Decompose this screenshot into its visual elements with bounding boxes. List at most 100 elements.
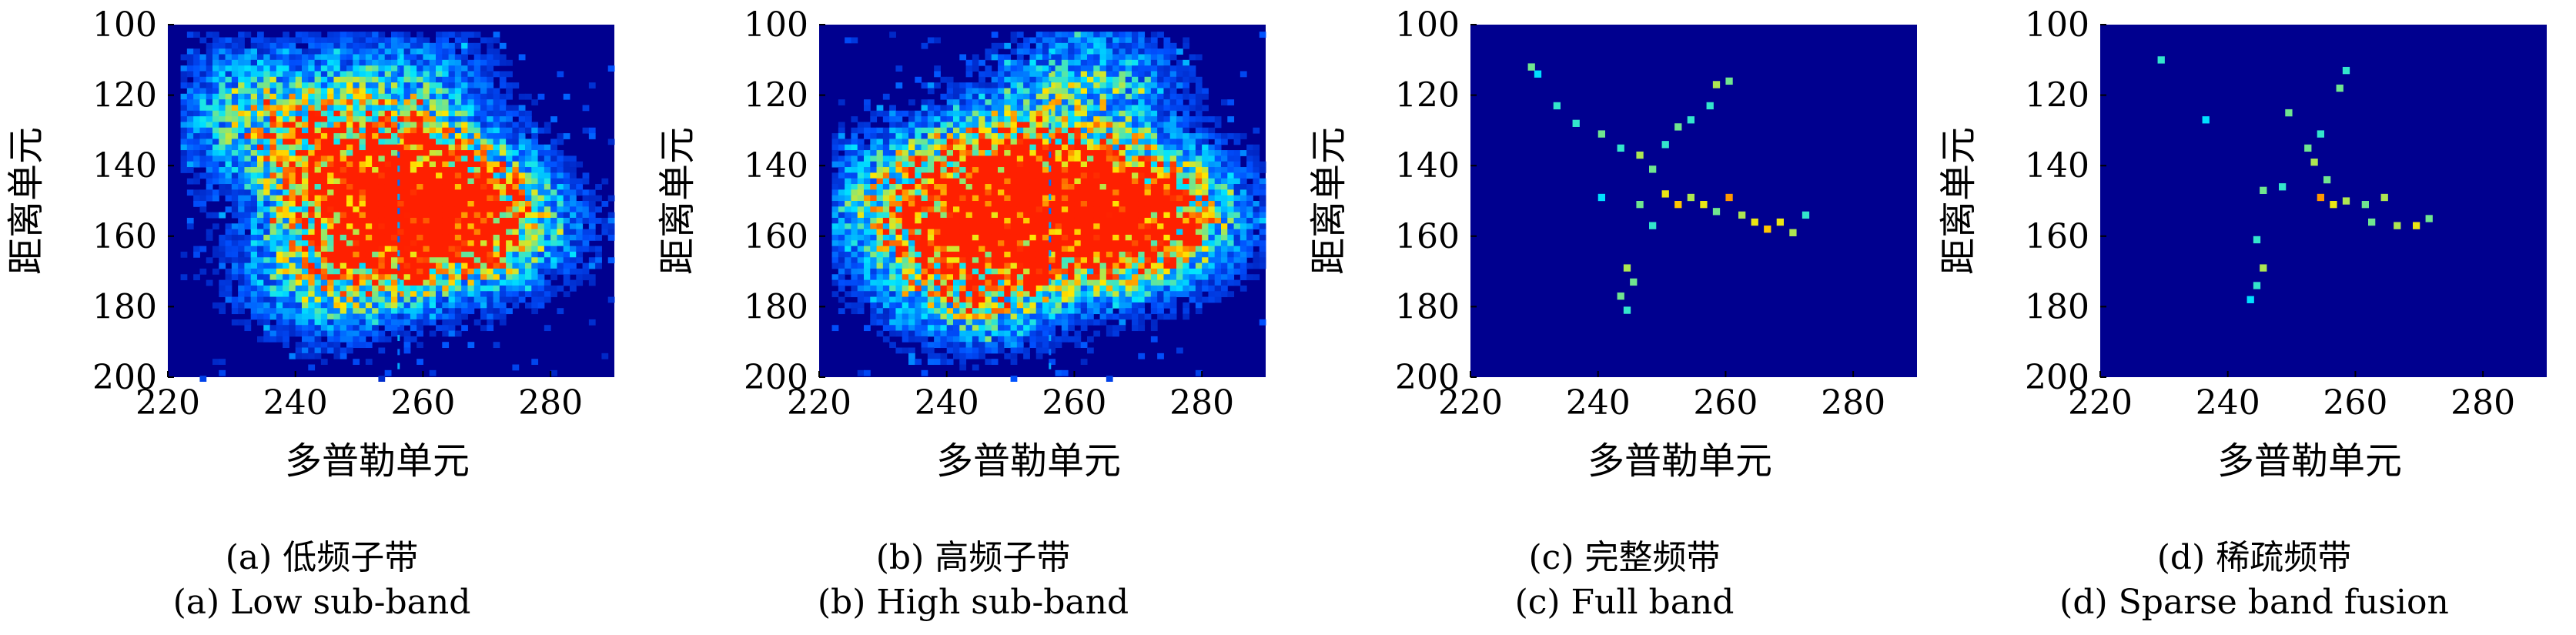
heatmap-cell — [915, 257, 922, 264]
heatmap-cell — [915, 150, 922, 156]
heatmap-cell — [1004, 279, 1012, 286]
heatmap-cell — [838, 127, 845, 134]
heatmap-cell — [193, 122, 200, 129]
heatmap-cell — [314, 234, 322, 241]
heatmap-cell — [537, 212, 545, 219]
heatmap-cell — [244, 302, 252, 309]
heatmap-cell — [1055, 308, 1062, 315]
heatmap-cell — [1016, 155, 1024, 162]
heatmap-cell — [857, 167, 865, 173]
heatmap-cell — [965, 99, 973, 105]
heatmap-cell — [454, 127, 462, 134]
heatmap-cell — [537, 161, 545, 168]
heatmap-cell — [1055, 178, 1062, 185]
heatmap-cell — [320, 342, 328, 349]
heatmap-cell — [302, 302, 309, 309]
heatmap-cell — [499, 42, 507, 49]
heatmap-cell — [934, 110, 941, 117]
heatmap-cell — [436, 246, 443, 252]
heatmap-cell — [499, 59, 507, 66]
heatmap-cell — [1035, 223, 1043, 230]
heatmap-cell — [902, 291, 909, 298]
heatmap-cell — [908, 155, 915, 162]
heatmap-cell — [499, 71, 507, 78]
heatmap-cell — [359, 42, 366, 49]
heatmap-cell — [959, 161, 967, 168]
heatmap-cell — [461, 116, 468, 122]
heatmap-cell — [467, 144, 475, 151]
heatmap-cell — [454, 296, 462, 303]
heatmap-cell — [1074, 76, 1082, 83]
heatmap-cell — [831, 161, 839, 168]
heatmap-cell — [384, 76, 392, 83]
heatmap-cell — [487, 155, 494, 162]
heatmap-cell — [442, 76, 450, 83]
heatmap-cell — [397, 144, 405, 151]
heatmap-cell — [225, 167, 233, 173]
heatmap-cell — [186, 144, 194, 151]
heatmap-cell — [915, 285, 922, 292]
heatmap-cell — [979, 82, 985, 89]
heatmap-cell — [1061, 127, 1069, 134]
heatmap-cell — [979, 178, 985, 185]
heatmap-cell — [1074, 71, 1082, 78]
heatmap-cell — [857, 212, 865, 219]
heatmap-cell — [327, 302, 334, 309]
heatmap-cell — [506, 240, 513, 247]
heatmap-cell — [506, 246, 513, 252]
heatmap-cell — [410, 71, 417, 78]
heatmap-cell — [1055, 268, 1062, 275]
heatmap-cell — [1023, 48, 1030, 55]
heatmap-cell — [314, 54, 322, 61]
heatmap-cell — [263, 291, 271, 298]
heatmap-cell — [518, 291, 526, 298]
heatmap-cell — [940, 240, 948, 247]
heatmap-cell — [353, 32, 360, 38]
heatmap-cell — [1023, 246, 1030, 252]
heatmap-cell — [410, 308, 417, 315]
heatmap-cell — [1061, 201, 1069, 207]
heatmap-cell — [953, 184, 960, 190]
heatmap-cell — [417, 122, 423, 129]
heatmap-cell — [927, 110, 935, 117]
heatmap-cell — [1035, 234, 1043, 241]
heatmap-cell — [320, 99, 328, 105]
heatmap-cell — [991, 71, 999, 78]
heatmap-cell — [1061, 251, 1069, 258]
heatmap-cell — [454, 32, 462, 38]
heatmap-cell — [308, 217, 316, 224]
heatmap-cell — [461, 82, 468, 89]
heatmap-cell — [302, 178, 309, 185]
heatmap-cell — [461, 302, 468, 309]
heatmap-cell — [934, 155, 941, 162]
heatmap-cell — [557, 195, 564, 202]
heatmap-cell — [998, 184, 1005, 190]
heatmap-cell — [525, 234, 532, 241]
heatmap-cell — [454, 105, 462, 112]
heatmap-cell — [429, 302, 437, 309]
heatmap-cell — [327, 308, 334, 315]
heatmap-cell — [1004, 150, 1012, 156]
heatmap-cell — [340, 48, 347, 55]
heatmap-cell — [959, 116, 967, 122]
heatmap-cell — [531, 240, 539, 247]
heatmap-cell — [403, 116, 411, 122]
heatmap-cell — [340, 184, 347, 190]
heatmap-cell — [1055, 234, 1062, 241]
heatmap-cell — [499, 212, 507, 219]
heatmap-cell — [1042, 65, 1049, 72]
heatmap-cell — [953, 296, 960, 303]
heatmap-cell — [1016, 122, 1024, 129]
heatmap-cell — [346, 279, 353, 286]
heatmap-cell — [531, 150, 539, 156]
heatmap-cell — [384, 274, 392, 281]
heatmap-cell — [372, 206, 379, 213]
heatmap-cell — [531, 167, 539, 173]
heatmap-cell — [353, 195, 360, 202]
heatmap-cell — [1010, 65, 1018, 72]
heatmap-cell — [378, 291, 386, 298]
heatmap-cell — [327, 144, 334, 151]
heatmap-cell — [1029, 296, 1037, 303]
heatmap-cell — [320, 184, 328, 190]
heatmap-cell — [365, 195, 373, 202]
